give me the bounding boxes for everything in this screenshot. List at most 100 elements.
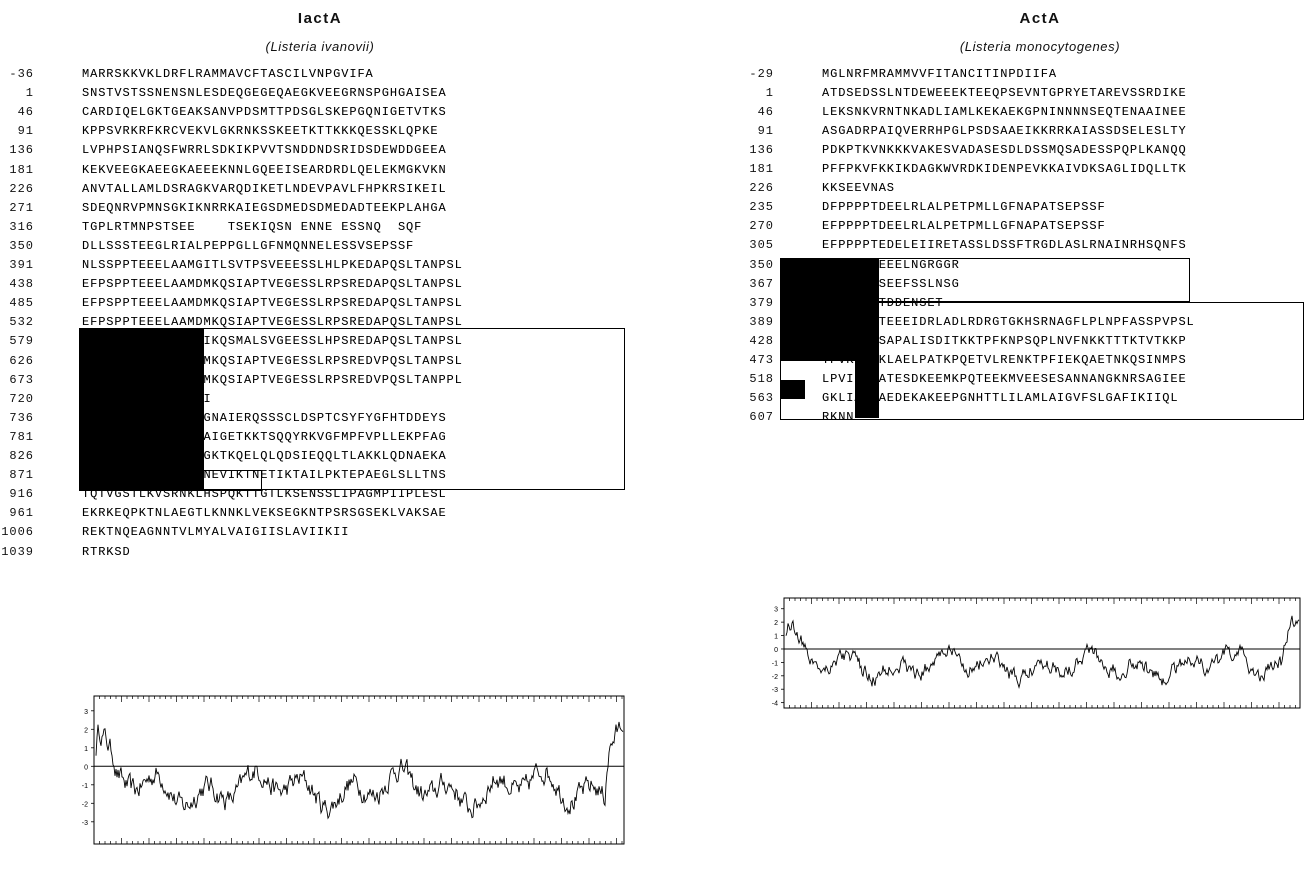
- y-tick-label: -3: [82, 820, 88, 827]
- hydropathy-trace: [95, 721, 624, 820]
- sequence-text: EFPSPPTEEELAAMDMKQSIAPTVEGESSLRPSREDAPQS…: [82, 315, 463, 330]
- residue-number: 46: [17, 105, 34, 120]
- residue-number: 235: [749, 200, 774, 215]
- y-tick-label: -2: [772, 674, 778, 681]
- residue-number: 1006: [1, 525, 34, 540]
- residue-number: 350: [749, 257, 774, 272]
- sequence-text: SDEQNRVPMNSGKIKNRRKAIEGSDMEDSDMEDADTEEKP…: [82, 200, 447, 215]
- y-tick-label: 3: [774, 607, 778, 614]
- residue-number: 563: [749, 390, 774, 405]
- residue-number: 379: [749, 295, 774, 310]
- left-sequence-block: -36 MARRSKKVKLDRFLRAMMAVCFTASCILVNPGVIFA 1…: [0, 65, 640, 570]
- residue-number: 391: [9, 258, 34, 272]
- residue-number: 316: [9, 219, 34, 234]
- sequence-text: EFPPPPTDEELRLALPETPMLLGFNAPATSEPSSF: [822, 219, 1106, 234]
- y-tick-label: 1: [774, 634, 778, 641]
- right-repeat-box-1: [780, 258, 1190, 302]
- residue-number: 350: [9, 238, 34, 253]
- y-tick-label: -4: [772, 701, 778, 708]
- left-protein-title: IactA: [297, 10, 343, 27]
- residue-number: 736: [9, 410, 34, 425]
- sequence-text: SNSTVSTSSNENSNLESDEQGEGEQAEGKVEEGRNSPGHG…: [82, 86, 447, 101]
- sequence-text: TGPLRTMNPSTSEE TSEKIQSN ENNE ESSNQ SQF: [82, 219, 423, 234]
- sequence-text: GKLIAKSAEDEKAKEEPGNHTTLILAMLAIGVFSLGAFIK…: [822, 390, 1179, 405]
- plot-frame: [783, 597, 1301, 709]
- residue-number: 428: [749, 333, 774, 348]
- residue-number: 518: [749, 371, 774, 386]
- residue-number: 532: [9, 315, 34, 330]
- sequence-text: EKRKEQPKTNLAEGTLKNNKLVEKSEGKNTPSRSGSEKLV…: [82, 506, 447, 521]
- sequence-text: ATDSEDSSLNTDEWEEEKTEEQPSEVNTGPRYETAREVSS…: [822, 86, 1187, 101]
- sequence-text: DFPPPPTDEELRLALPETPMLLGFNAPATSEPSSF: [822, 200, 1106, 215]
- residue-number: 181: [9, 162, 34, 177]
- sequence-text: KPPSVRKRFKRCVEKVLGKRNKSSKEETKTTKKKQESSKL…: [82, 124, 439, 139]
- right-df-highlight: [781, 380, 805, 399]
- residue-number: 438: [9, 277, 34, 292]
- sequence-text: MGLNRFMRAMMVVFITANCITINPDIIFA: [822, 67, 1057, 81]
- y-tick-label: -2: [82, 801, 88, 808]
- left-species-label: (Listeria ivanovii): [265, 39, 375, 54]
- residue-number: 626: [9, 353, 34, 368]
- residue-number: 673: [9, 372, 34, 387]
- residue-number: 226: [749, 181, 774, 196]
- residue-number: -29: [749, 67, 774, 81]
- right-protein-title: ActA: [1019, 10, 1061, 27]
- sequence-text: TEEEIDRLADLRDRGTGKHSRNAGFLPLNPFASSPVPSL: [822, 314, 1195, 329]
- residue-number: 136: [9, 143, 34, 158]
- sequence-text: RKNN: [822, 409, 855, 424]
- residue-number: 305: [749, 238, 774, 253]
- sequence-text: RTRKSD: [82, 544, 131, 559]
- sequence-text: PFFPKVFKKIKDAGKWVRDKIDENPEVKKAIVDKSAGLID…: [822, 162, 1187, 177]
- sequence-text: PDKPTKVNKKKVAKESVADASESDLDSSMQSADESSPQPL…: [822, 143, 1187, 158]
- residue-number: 607: [749, 409, 774, 424]
- residue-number: 781: [9, 429, 34, 444]
- residue-number: 1039: [1, 544, 34, 559]
- residue-number: 485: [9, 296, 34, 311]
- residue-number: 136: [749, 143, 774, 158]
- sequence-text: LEKSNKVRNTNKADLIAMLKEKAEKGPNINNNNSEQTENA…: [822, 105, 1187, 120]
- sequence-text: EFPSPPTEEELAAMDMKQSIAPTVEGESSLRPSREDAPQS…: [82, 296, 463, 311]
- residue-number: 367: [749, 276, 774, 291]
- residue-number: 270: [749, 219, 774, 234]
- y-tick-label: -1: [772, 660, 778, 667]
- residue-number: 271: [9, 200, 34, 215]
- plot-frame: [93, 695, 625, 845]
- y-tick-label: 1: [84, 746, 88, 753]
- sequence-text: REKTNQEAGNNTVLMYALVAIGIISLAVIIKII: [82, 525, 350, 540]
- y-tick-label: 0: [84, 764, 88, 771]
- residue-number: 226: [9, 181, 34, 196]
- residue-number: 1: [25, 86, 34, 101]
- y-tick-label: -3: [772, 687, 778, 694]
- sequence-text: CARDIQELGKTGEAKSANVPDSMTTPDSGLSKEPGQNIGE…: [82, 105, 447, 120]
- residue-number: 473: [749, 352, 774, 367]
- residue-number: 871: [9, 468, 34, 483]
- sequence-text: EFPSPPTEEELAAMDMKQSIAPTVEGESSLRPSREDAPQS…: [82, 277, 463, 292]
- residue-number: -36: [9, 67, 34, 81]
- residue-number: 181: [749, 162, 774, 177]
- residue-number: 720: [9, 391, 34, 406]
- right-repeat-highlight: [781, 259, 879, 361]
- y-tick-label: 0: [774, 647, 778, 654]
- y-tick-label: -1: [82, 783, 88, 790]
- sequence-text: LPVIQKEATESDKEEMKPQTEEKMVEESESANNANGKNRS…: [822, 371, 1187, 386]
- left-repeat-highlight: [80, 329, 204, 489]
- sequence-text: NLSSPPTEEELAAMGITLSVTPSVEEESSLHLPKEDAPQS…: [82, 258, 463, 272]
- sequence-text: LVPHPSIANQSFWRRLSDKIKPVVTSNDDNDSRIDSDEWD…: [82, 143, 447, 158]
- sequence-text: PTSEEFSSLNSG: [822, 276, 960, 291]
- sequence-text: EFPPPPTEDELEIIRETASSLDSSFTRGDLASLRNAINRH…: [822, 238, 1187, 253]
- sequence-text: DLLSSSTEEGLRIALPEPPGLLGFNMQNNELESSVSEPSS…: [82, 238, 415, 253]
- residue-number: 91: [17, 124, 34, 139]
- sequence-text: ANVTALLAMLDSRAGKVARQDIKETLNDEVPAVLFHPKRS…: [82, 181, 447, 196]
- sequence-text: TPVKTAPKLAELPATKPQETVLRENKTPFIEKQAETNKQS…: [822, 352, 1187, 367]
- left-hydropathy-plot: 3 2 1 0 -1 -2 -3: [78, 692, 628, 848]
- sequence-text: SPKVSKISAPALISDITKKTPFKNPSQPLNVFNKKTTTKT…: [822, 333, 1187, 348]
- left-last-repeat-box: [79, 470, 262, 491]
- y-tick-label: 2: [774, 620, 778, 627]
- sequence-text: KKSEEVNAS: [822, 181, 895, 196]
- right-repeat-highlight-partial: [855, 361, 879, 418]
- sequence-text: ASGADRPAIQVERRHPGLPSDSAAEIKKRRKAIASSDSEL…: [822, 124, 1187, 139]
- sequence-text: MARRSKKVKLDRFLRAMMAVCFTASCILVNPGVIFA: [82, 67, 374, 81]
- y-tick-label: 3: [84, 709, 88, 716]
- residue-number: 389: [749, 314, 774, 329]
- left-repeat-box: [79, 328, 625, 490]
